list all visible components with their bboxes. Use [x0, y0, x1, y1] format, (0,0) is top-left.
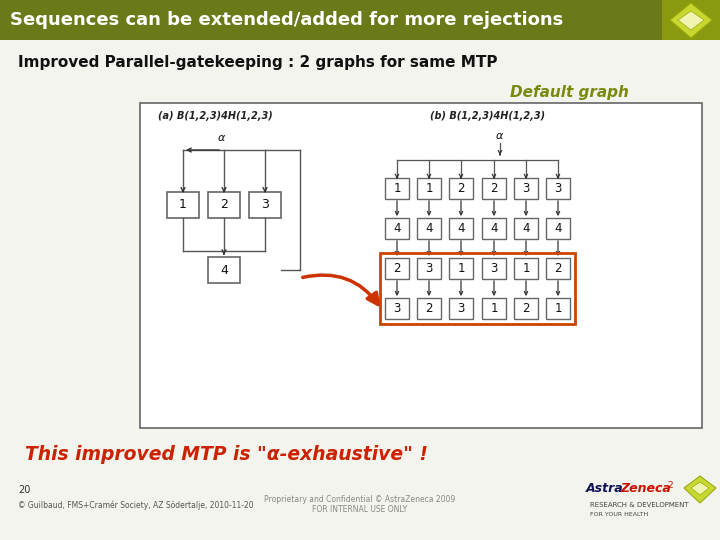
Text: 4: 4	[393, 221, 401, 234]
Text: 4: 4	[490, 221, 498, 234]
Bar	[385, 218, 409, 239]
Text: Astra: Astra	[586, 482, 624, 495]
Bar	[514, 258, 538, 279]
Bar	[449, 298, 473, 319]
Text: 4: 4	[426, 221, 433, 234]
Bar	[546, 258, 570, 279]
Bar	[482, 178, 506, 199]
Polygon shape	[670, 3, 712, 38]
Bar	[380, 253, 575, 324]
Bar	[208, 192, 240, 218]
Bar	[482, 298, 506, 319]
Text: 2: 2	[522, 301, 530, 314]
Bar	[249, 192, 281, 218]
Text: $\alpha$: $\alpha$	[495, 131, 505, 141]
Text: 1: 1	[393, 181, 401, 194]
Bar	[167, 192, 199, 218]
Text: (a) B(1,2,3)4H(1,2,3): (a) B(1,2,3)4H(1,2,3)	[158, 111, 273, 121]
Text: This improved MTP is "α-exhaustive" !: This improved MTP is "α-exhaustive" !	[25, 446, 428, 464]
Bar	[546, 178, 570, 199]
Text: 2: 2	[220, 199, 228, 212]
Text: 2: 2	[457, 181, 464, 194]
Bar	[482, 258, 506, 279]
Bar	[514, 178, 538, 199]
FancyArrowPatch shape	[302, 275, 378, 305]
Text: 4: 4	[554, 221, 562, 234]
Text: © Guilbaud, FMS+Cramér Society, AZ Södertalje, 2010-11-20: © Guilbaud, FMS+Cramér Society, AZ Söder…	[18, 500, 253, 510]
Text: FOR YOUR HEALTH: FOR YOUR HEALTH	[590, 511, 648, 516]
Bar	[546, 218, 570, 239]
Text: 2: 2	[554, 261, 562, 274]
Polygon shape	[691, 482, 709, 495]
Bar	[514, 218, 538, 239]
Text: Improved Parallel-gatekeeping : 2 graphs for same MTP: Improved Parallel-gatekeeping : 2 graphs…	[18, 55, 498, 70]
Text: 2: 2	[426, 301, 433, 314]
Bar	[482, 218, 506, 239]
Text: 1: 1	[426, 181, 433, 194]
Bar	[417, 258, 441, 279]
Text: (b) B(1,2,3)4H(1,2,3): (b) B(1,2,3)4H(1,2,3)	[430, 111, 545, 121]
Bar	[417, 298, 441, 319]
Text: 2: 2	[490, 181, 498, 194]
Text: 3: 3	[554, 181, 562, 194]
Text: 1: 1	[522, 261, 530, 274]
Text: 4: 4	[522, 221, 530, 234]
Text: FOR INTERNAL USE ONLY: FOR INTERNAL USE ONLY	[312, 505, 408, 515]
Text: Default graph: Default graph	[510, 84, 629, 99]
Bar	[417, 178, 441, 199]
Text: $\alpha$: $\alpha$	[217, 133, 227, 143]
Text: Proprietary and Confidential © AstraZeneca 2009: Proprietary and Confidential © AstraZene…	[264, 496, 456, 504]
Text: 3: 3	[457, 301, 464, 314]
Polygon shape	[684, 476, 716, 503]
Text: 3: 3	[426, 261, 433, 274]
Text: 1: 1	[490, 301, 498, 314]
Bar	[208, 257, 240, 283]
Bar	[385, 178, 409, 199]
Text: RESEARCH & DEVELOPMENT: RESEARCH & DEVELOPMENT	[590, 502, 689, 508]
Bar	[417, 218, 441, 239]
Bar	[449, 178, 473, 199]
Text: 4: 4	[220, 264, 228, 276]
Bar	[514, 298, 538, 319]
Bar	[0, 0, 720, 40]
Text: 2: 2	[393, 261, 401, 274]
Bar	[449, 218, 473, 239]
Bar	[385, 298, 409, 319]
Text: 1: 1	[457, 261, 464, 274]
Bar	[662, 0, 720, 40]
Text: Sequences can be extended/added for more rejections: Sequences can be extended/added for more…	[10, 11, 563, 29]
Text: 3: 3	[490, 261, 498, 274]
Bar	[140, 103, 702, 428]
Bar	[546, 298, 570, 319]
Text: 3: 3	[522, 181, 530, 194]
Text: 2: 2	[667, 481, 672, 489]
Text: 3: 3	[261, 199, 269, 212]
Text: 4: 4	[457, 221, 464, 234]
Polygon shape	[678, 11, 704, 30]
Bar	[385, 258, 409, 279]
Text: 20: 20	[18, 485, 30, 495]
Text: 3: 3	[393, 301, 401, 314]
Text: 1: 1	[179, 199, 187, 212]
Text: 1: 1	[554, 301, 562, 314]
Text: Zeneca: Zeneca	[620, 482, 671, 495]
Bar	[449, 258, 473, 279]
